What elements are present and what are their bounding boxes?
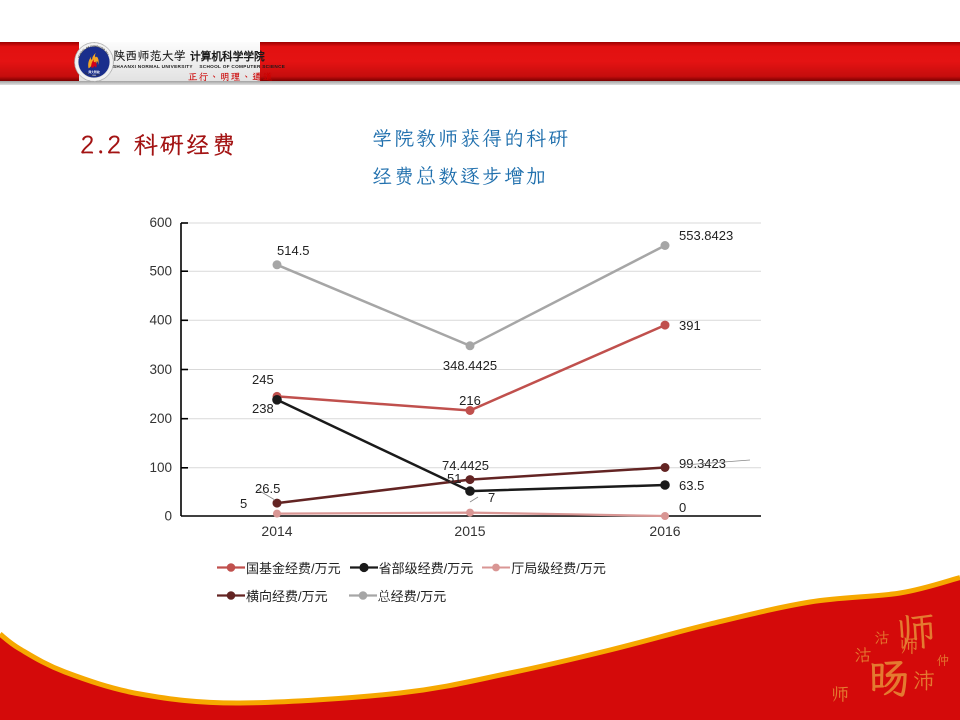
svg-text:师: 师 bbox=[831, 682, 849, 706]
svg-text:沛: 沛 bbox=[913, 666, 935, 695]
svg-text:仲: 仲 bbox=[936, 652, 949, 669]
svg-text:沽: 沽 bbox=[874, 629, 889, 648]
svg-text:旸: 旸 bbox=[868, 650, 910, 705]
